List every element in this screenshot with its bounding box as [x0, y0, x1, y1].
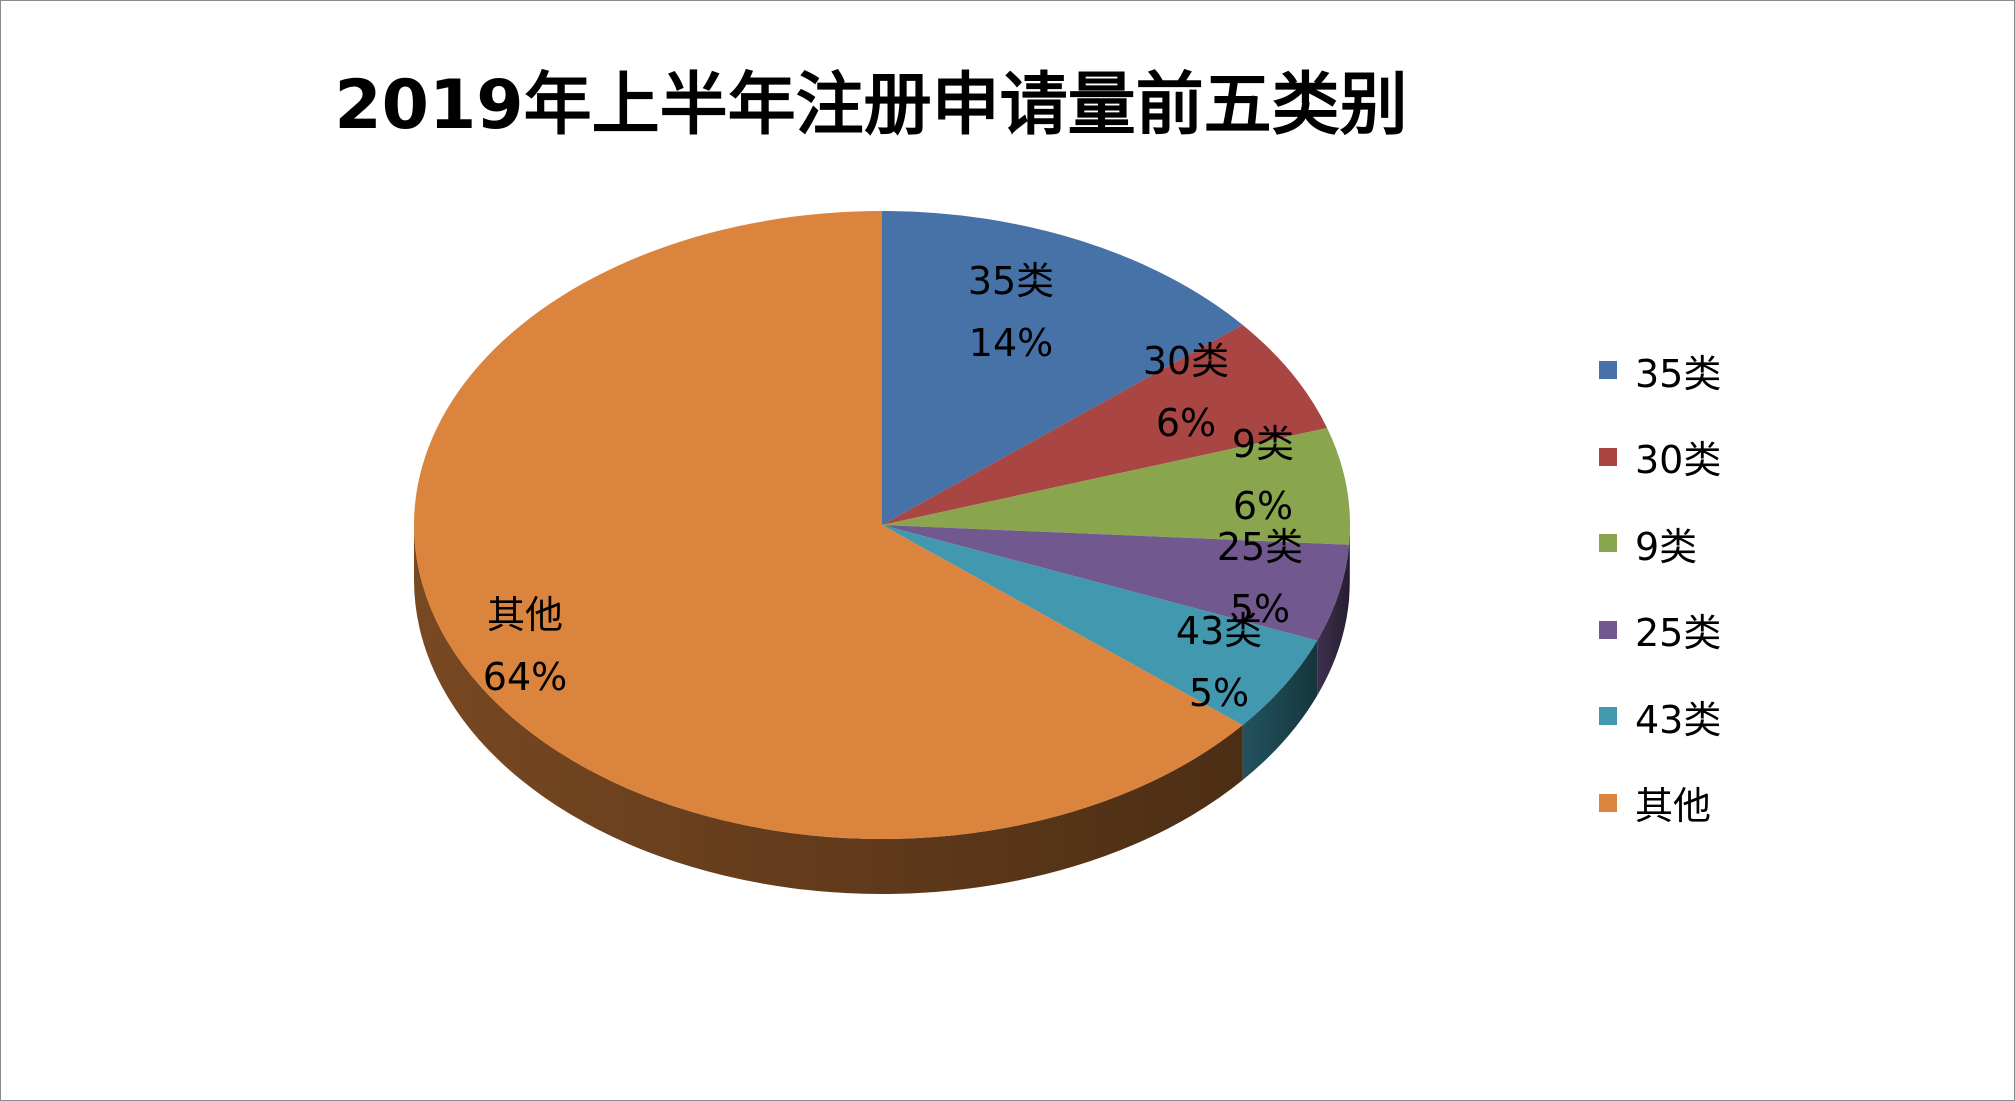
data-label-category: 9类	[1232, 422, 1294, 466]
legend-item: 其他	[1599, 760, 1721, 847]
data-label-category: 30类	[1143, 339, 1229, 383]
legend-swatch	[1599, 361, 1617, 380]
legend-swatch	[1599, 447, 1617, 466]
legend-item: 30类	[1599, 414, 1721, 501]
pie-side-4	[1242, 640, 1318, 781]
legend-item: 25类	[1599, 587, 1721, 674]
pie-slice-5	[414, 211, 1243, 840]
data-label-percent: 5%	[1230, 587, 1290, 631]
legend-label: 30类	[1635, 438, 1722, 483]
data-label-category: 其他	[487, 593, 563, 637]
pie-slice-1	[882, 324, 1328, 525]
pie-slice-4	[882, 525, 1318, 726]
data-label-category: 25类	[1217, 525, 1303, 569]
legend-swatch	[1599, 793, 1617, 812]
pie-side-5	[414, 525, 1243, 895]
data-label-percent: 14%	[969, 321, 1053, 365]
pie-slice-2	[882, 427, 1351, 545]
legend-swatch	[1599, 620, 1617, 639]
pie-side-3	[1317, 544, 1350, 696]
data-label-percent: 6%	[1156, 401, 1216, 445]
pie-side-2	[1349, 525, 1350, 600]
legend-swatch	[1599, 707, 1617, 726]
legend-item: 43类	[1599, 673, 1721, 760]
data-label-percent: 6%	[1233, 484, 1293, 528]
data-label-percent: 64%	[483, 655, 567, 699]
data-label-percent: 5%	[1189, 671, 1249, 715]
legend-label: 25类	[1635, 611, 1722, 656]
legend-label: 43类	[1635, 697, 1722, 742]
legend-item: 35类	[1599, 327, 1721, 414]
data-label-category: 35类	[968, 259, 1054, 303]
legend-label: 35类	[1635, 351, 1722, 396]
legend-label: 9类	[1635, 524, 1698, 569]
legend-swatch	[1599, 534, 1617, 553]
pie-slice-0	[882, 211, 1243, 525]
legend-label: 其他	[1635, 784, 1712, 829]
data-label-category: 43类	[1176, 609, 1262, 653]
pie-slice-3	[882, 525, 1350, 641]
legend: 35类 30类 9类 25类 43类其他	[1599, 327, 1721, 846]
chart-title: 2019年上半年注册申请量前五类别	[334, 66, 1408, 145]
legend-item: 9类	[1599, 500, 1721, 587]
